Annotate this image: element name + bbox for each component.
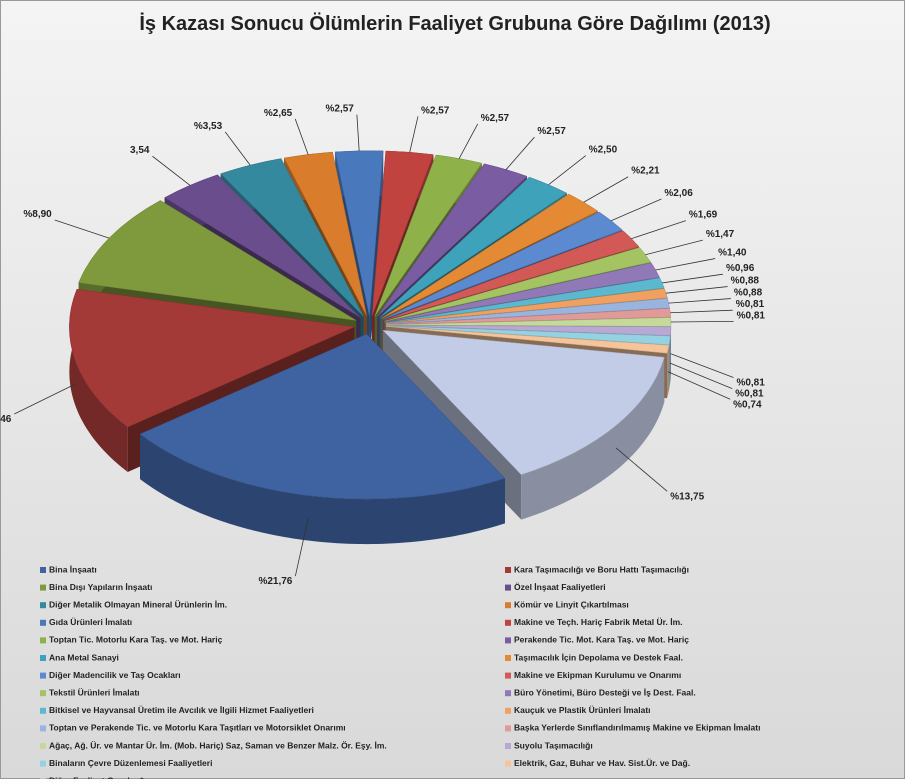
legend-label: Büro Yönetimi, Büro Desteği ve İş Dest. … (514, 687, 696, 697)
legend-swatch (40, 690, 46, 696)
data-label: %0,81 (737, 310, 766, 321)
legend-swatch (505, 761, 511, 767)
legend-swatch (505, 708, 511, 714)
legend-label: Makine ve Teçh. Hariç Fabrik Metal Ür. İ… (514, 617, 683, 627)
legend-swatch (40, 620, 46, 626)
legend-label: Makine ve Ekipman Kurulumu ve Onarımı (514, 670, 681, 680)
legend-label: Elektrik, Gaz, Buhar ve Hav. Sist.Ür. ve… (514, 758, 690, 768)
legend-swatch (40, 655, 46, 661)
legend-label: Gıda Ürünleri İmalatı (49, 617, 132, 627)
data-label: %2,57 (421, 105, 450, 116)
legend-label: Ağaç, Ağ. Ür. ve Mantar Ür. İm. (Mob. Ha… (49, 740, 387, 750)
legend-swatch (505, 655, 511, 661)
legend-swatch (505, 743, 511, 749)
legend-label: Kara Taşımacılığı ve Boru Hattı Taşımacı… (514, 564, 689, 574)
legend-swatch (505, 602, 511, 608)
legend-swatch (505, 567, 511, 573)
legend-label: Ana Metal Sanayi (49, 652, 119, 662)
data-label: %21,76 (258, 576, 292, 587)
data-label: %2,57 (481, 113, 510, 124)
chart-title: İş Kazası Sonucu Ölümlerin Faaliyet Grub… (139, 12, 770, 35)
legend-swatch (40, 708, 46, 714)
data-label: %1,47 (706, 229, 735, 240)
data-label: %8,90 (23, 209, 52, 220)
data-label: %0,88 (734, 288, 763, 299)
data-label: %2,06 (664, 188, 693, 199)
legend-label: Bitkisel ve Hayvansal Üretim ile Avcılık… (49, 705, 314, 715)
legend-swatch (505, 725, 511, 731)
data-label: %1,40 (718, 248, 747, 259)
legend-swatch (40, 725, 46, 731)
legend-label: Bina Dışı Yapıların İnşaatı (49, 582, 152, 592)
legend-label: Diğer Faaliyet Grupları* (49, 775, 144, 779)
legend-swatch (40, 761, 46, 767)
legend-label: Kauçuk ve Plastik Ürünleri İmalatı (514, 705, 651, 715)
legend-label: Kömür ve Linyit Çıkartılması (514, 599, 629, 609)
data-label: %0,88 (731, 276, 760, 287)
data-label: %0,74 (733, 399, 762, 410)
legend-label: Perakende Tic. Mot. Kara Taş. ve Mot. Ha… (514, 635, 689, 645)
legend-swatch (40, 673, 46, 679)
data-label: %2,50 (589, 145, 618, 156)
legend-label: Başka Yerlerde Sınıflandırılmamış Makine… (514, 723, 760, 733)
data-label: %0,81 (736, 299, 765, 310)
legend-swatch (505, 673, 511, 679)
data-label: %13,46 (0, 414, 12, 425)
data-label: %2,21 (631, 166, 660, 177)
legend-swatch (505, 690, 511, 696)
data-label: %2,57 (537, 126, 566, 137)
legend-label: Diğer Madencilik ve Taş Ocakları (49, 670, 181, 680)
data-label: %0,96 (726, 263, 755, 274)
legend-swatch (40, 602, 46, 608)
data-label: %0,81 (735, 389, 764, 400)
data-label: %2,65 (264, 108, 293, 119)
data-label: %13,75 (670, 491, 704, 502)
data-label: %1,69 (689, 210, 718, 221)
data-label: %2,57 (326, 104, 355, 115)
legend-label: Özel İnşaat Faaliyetleri (514, 582, 606, 592)
legend-swatch (505, 585, 511, 591)
legend-label: Taşımacılık İçin Depolama ve Destek Faal… (514, 652, 683, 662)
legend-label: Toptan ve Perakende Tic. ve Motorlu Kara… (49, 723, 346, 733)
data-label: 3,54 (130, 145, 150, 156)
legend-label: Diğer Metalik Olmayan Mineral Ürünlerin … (49, 599, 227, 609)
legend-label: Tekstil Ürünleri İmalatı (49, 687, 140, 697)
legend-label: Toptan Tic. Motorlu Kara Taş. ve Mot. Ha… (49, 635, 223, 645)
legend-swatch (40, 743, 46, 749)
legend-label: Bina İnşaatı (49, 564, 97, 574)
legend-swatch (40, 567, 46, 573)
legend-swatch (505, 637, 511, 643)
legend-swatch (40, 585, 46, 591)
data-label: %0,81 (736, 378, 765, 389)
legend-swatch (40, 637, 46, 643)
data-label: %3,53 (194, 121, 223, 132)
legend-label: Binaların Çevre Düzenlemesi Faaliyetleri (49, 758, 212, 768)
legend-swatch (505, 620, 511, 626)
legend-label: Suyolu Taşımacılığı (514, 740, 593, 750)
